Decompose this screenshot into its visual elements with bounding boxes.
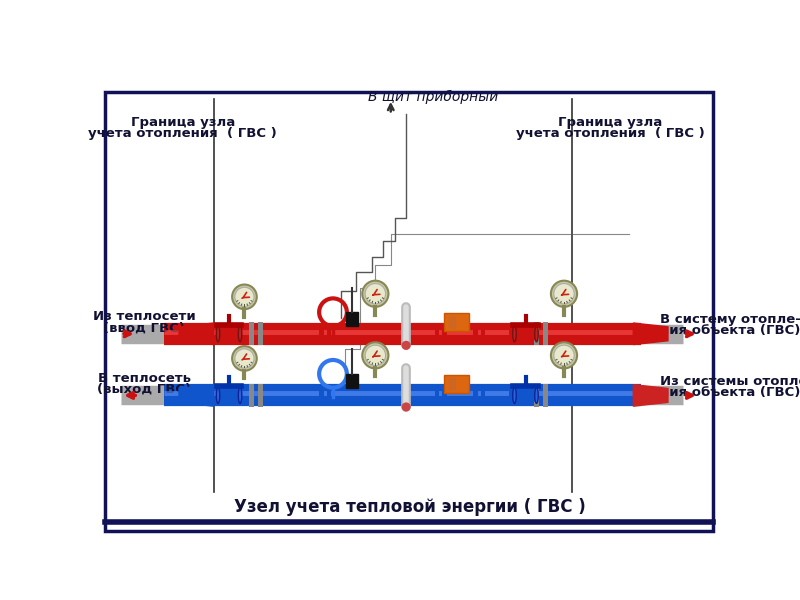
Bar — [444, 374, 469, 393]
Ellipse shape — [218, 325, 240, 343]
Text: учета отопления  ( ГВС ): учета отопления ( ГВС ) — [89, 127, 278, 140]
Polygon shape — [634, 323, 668, 344]
Circle shape — [402, 403, 410, 411]
Text: В систему отопле-: В систему отопле- — [660, 313, 800, 326]
Bar — [346, 374, 358, 388]
Ellipse shape — [218, 386, 240, 404]
Text: ния объекта (ГВС): ния объекта (ГВС) — [660, 386, 800, 399]
Bar — [197, 385, 201, 406]
Circle shape — [235, 287, 254, 307]
Bar — [327, 385, 331, 406]
Text: Узел учета тепловой энергии ( ГВС ): Узел учета тепловой энергии ( ГВС ) — [234, 498, 586, 516]
Text: ния объекта (ГВС): ния объекта (ГВС) — [660, 324, 800, 337]
Ellipse shape — [216, 326, 220, 342]
Circle shape — [402, 341, 410, 349]
Bar — [203, 385, 207, 406]
Bar — [509, 323, 513, 344]
Text: (выход ГВС): (выход ГВС) — [98, 383, 191, 396]
Bar — [327, 323, 331, 344]
Bar — [319, 385, 324, 406]
Bar — [434, 323, 439, 344]
Bar — [481, 385, 486, 406]
Circle shape — [365, 345, 386, 365]
Bar — [473, 323, 478, 344]
Bar — [473, 385, 478, 406]
Text: (ввод ГВС): (ввод ГВС) — [103, 321, 186, 334]
Circle shape — [554, 345, 574, 365]
Ellipse shape — [513, 388, 516, 403]
Bar — [543, 322, 548, 346]
Polygon shape — [179, 385, 214, 406]
Circle shape — [551, 342, 577, 368]
Bar — [449, 317, 454, 328]
Ellipse shape — [514, 386, 537, 404]
Circle shape — [362, 281, 389, 307]
Text: В теплосеть: В теплосеть — [98, 372, 191, 385]
Bar — [249, 384, 254, 407]
Bar — [249, 322, 254, 346]
Bar — [444, 313, 469, 331]
Bar — [434, 385, 439, 406]
Bar — [534, 322, 539, 346]
Bar — [197, 323, 201, 344]
Circle shape — [365, 284, 386, 304]
Bar — [515, 323, 519, 344]
Bar — [442, 385, 447, 406]
Polygon shape — [179, 323, 214, 344]
Bar — [449, 379, 454, 389]
Circle shape — [235, 349, 254, 368]
Circle shape — [551, 281, 577, 307]
Bar — [442, 323, 447, 344]
Circle shape — [554, 284, 574, 304]
Bar — [534, 384, 539, 407]
Bar — [258, 384, 263, 407]
Bar — [203, 323, 207, 344]
Circle shape — [362, 342, 389, 368]
Ellipse shape — [534, 326, 538, 342]
Ellipse shape — [238, 326, 242, 342]
Text: Из теплосети: Из теплосети — [93, 310, 196, 323]
Text: Граница узла: Граница узла — [558, 116, 662, 128]
Circle shape — [232, 346, 257, 371]
Text: Граница узла: Граница узла — [130, 116, 235, 128]
Bar — [319, 323, 324, 344]
Text: учета отопления  ( ГВС ): учета отопления ( ГВС ) — [516, 127, 705, 140]
Bar — [481, 323, 486, 344]
Polygon shape — [634, 385, 668, 406]
Bar — [346, 312, 358, 326]
Ellipse shape — [238, 388, 242, 403]
Bar — [515, 385, 519, 406]
Ellipse shape — [216, 388, 220, 403]
Ellipse shape — [513, 326, 516, 342]
Bar — [509, 385, 513, 406]
Ellipse shape — [534, 388, 538, 403]
Bar — [258, 322, 263, 346]
Text: В щит приборный: В щит приборный — [368, 90, 498, 104]
Circle shape — [232, 284, 257, 309]
Bar — [543, 384, 548, 407]
Ellipse shape — [514, 325, 537, 343]
Text: Из системы отопле-: Из системы отопле- — [660, 375, 800, 388]
